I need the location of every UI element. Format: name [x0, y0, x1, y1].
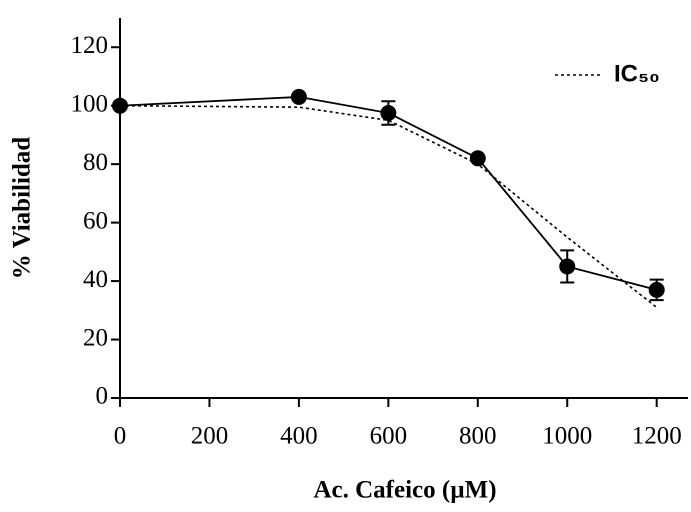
data-point [559, 258, 575, 274]
y-tick-label: 120 [71, 32, 109, 59]
y-tick-label: 60 [83, 207, 108, 234]
x-tick-label: 200 [191, 423, 229, 450]
x-tick-label: 800 [459, 423, 497, 450]
x-tick-label: 600 [370, 423, 408, 450]
x-tick-label: 1200 [632, 423, 682, 450]
x-axis-label: Ac. Cafeico (µM) [313, 477, 496, 504]
x-tick-label: 0 [114, 423, 127, 450]
y-tick-label: 80 [83, 149, 108, 176]
fit-line [120, 106, 657, 308]
legend-label: IC₅₀ [614, 60, 660, 87]
y-tick-label: 100 [71, 90, 109, 117]
data-line [120, 97, 657, 290]
chart: Ac. Cafeico (µM) % Viabilidad 0 20 40 60 80 1… [0, 0, 691, 512]
data-point [649, 282, 665, 298]
y-tick-label: 40 [83, 266, 108, 293]
y-tick-label: 20 [83, 324, 108, 351]
y-axis-label: % Viabilidad [9, 137, 36, 280]
data-point [380, 105, 396, 121]
data-point [291, 89, 307, 105]
y-tick-label: 0 [96, 383, 109, 410]
x-tick-label: 400 [280, 423, 318, 450]
x-tick-label: 1000 [542, 423, 592, 450]
